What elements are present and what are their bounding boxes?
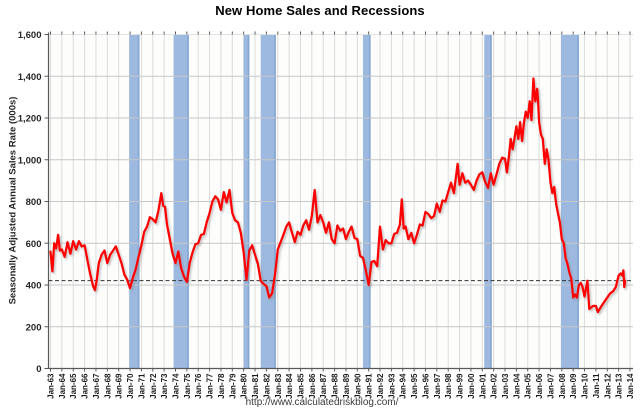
x-tick-label: Jan-84 [285, 373, 294, 399]
x-tick-label: Jan-70 [126, 373, 135, 399]
x-tick-label: Jan-00 [467, 373, 476, 399]
y-tick-label: 1,200 [18, 114, 42, 125]
x-tick-label: Jan-13 [615, 373, 624, 399]
x-tick-label: Jan-88 [331, 373, 340, 399]
x-tick-label: Jan-92 [376, 373, 385, 399]
x-tick-label: Jan-98 [444, 373, 453, 399]
x-tick-label: Jan-89 [342, 373, 351, 399]
x-tick-label: Jan-79 [228, 373, 237, 399]
footer-url: http://www.calculatedriskblog.com/ [245, 397, 399, 408]
x-tick-label: Jan-76 [194, 373, 203, 399]
x-tick-label: Jan-74 [171, 373, 180, 399]
y-tick-label: 0 [36, 364, 41, 375]
x-tick-label: Jan-72 [149, 373, 158, 399]
x-tick-label: Jan-02 [490, 373, 499, 399]
x-tick-label: Jan-75 [183, 373, 192, 399]
x-tick-label: Jan-64 [58, 373, 67, 399]
x-tick-label: Jan-80 [240, 373, 249, 399]
x-tick-label: Jan-67 [92, 373, 101, 399]
x-tick-label: Jan-03 [501, 373, 510, 399]
x-tick-label: Jan-04 [512, 373, 521, 399]
y-tick-label: 1,000 [18, 155, 42, 166]
x-tick-label: Jan-08 [558, 373, 567, 399]
y-tick-label: 400 [26, 281, 42, 292]
x-tick-label: Jan-73 [160, 373, 169, 399]
x-tick-label: Jan-06 [535, 373, 544, 399]
x-tick-label: Jan-93 [387, 373, 396, 399]
x-tick-label: Jan-11 [592, 373, 601, 398]
x-tick-label: Jan-94 [399, 373, 408, 399]
x-tick-label: Jan-65 [69, 373, 78, 399]
x-tick-label: Jan-63 [47, 373, 56, 399]
x-tick-label: Jan-95 [410, 373, 419, 399]
x-tick-label: Jan-05 [524, 373, 533, 399]
x-tick-label: Jan-66 [81, 373, 90, 399]
y-tick-label: 1,600 [18, 30, 42, 41]
x-tick-label: Jan-09 [569, 373, 578, 399]
x-tick-label: Jan-91 [365, 373, 374, 399]
x-tick-label: Jan-82 [262, 373, 271, 399]
x-tick-label: Jan-77 [206, 373, 215, 399]
x-tick-label: Jan-99 [456, 373, 465, 399]
x-tick-label: Jan-69 [115, 373, 124, 399]
x-tick-label: Jan-10 [581, 373, 590, 399]
x-tick-label: Jan-01 [478, 373, 487, 399]
x-tick-label: Jan-14 [626, 373, 635, 399]
tick-labels: Jan-63 Jan-64 Jan-65 Jan-66 Jan-67 Jan-68 Jan-… [18, 30, 635, 399]
x-tick-label: Jan-78 [217, 373, 226, 399]
x-tick-label: Jan-07 [546, 373, 555, 399]
x-tick-label: Jan-86 [308, 373, 317, 399]
new-home-sales-line [49, 77, 627, 314]
x-tick-label: Jan-96 [421, 373, 430, 399]
axes [44, 31, 633, 372]
chart-title: New Home Sales and Recessions [215, 3, 425, 18]
x-tick-label: Jan-71 [137, 373, 146, 399]
y-tick-label: 800 [26, 197, 42, 208]
x-tick-label: Jan-90 [353, 373, 362, 399]
x-tick-label: Jan-87 [319, 373, 328, 399]
y-tick-label: 600 [26, 239, 42, 250]
x-tick-label: Jan-81 [251, 373, 260, 399]
x-tick-label: Jan-12 [603, 373, 612, 399]
y-tick-label: 200 [26, 322, 42, 333]
x-tick-label: Jan-85 [296, 373, 305, 399]
y-tick-label: 1,400 [18, 72, 42, 83]
x-tick-label: Jan-83 [274, 373, 283, 399]
x-tick-label: Jan-68 [103, 373, 112, 399]
x-tick-label: Jan-97 [433, 373, 442, 399]
